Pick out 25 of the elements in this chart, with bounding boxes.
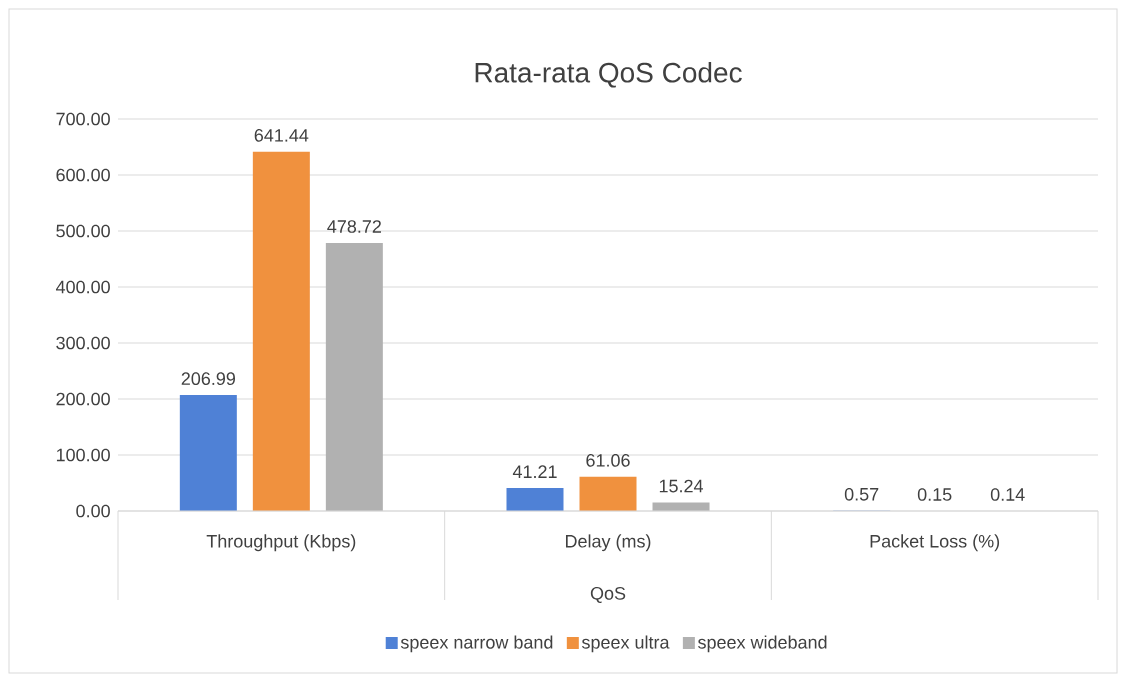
data-label: 15.24: [659, 479, 704, 493]
x-tick-label: Delay (ms): [565, 534, 651, 552]
data-label: 206.99: [181, 372, 235, 386]
data-label: 0.14: [990, 488, 1025, 501]
data-label: 641.44: [254, 129, 309, 142]
y-tick-label: 700.00: [56, 112, 110, 126]
legend-label: speex wideband: [698, 635, 827, 653]
data-label: 0.15: [917, 488, 952, 501]
legend-label: speex narrow band: [400, 635, 553, 653]
legend-label: speex ultra: [581, 635, 670, 653]
data-label: 478.72: [327, 220, 381, 233]
data-label: 41.21: [512, 465, 557, 478]
y-tick-label: 500.00: [56, 224, 110, 238]
y-tick-label: 0.00: [76, 504, 110, 518]
x-tick-label: Throughput (Kbps): [206, 534, 356, 552]
data-label: 0.57: [844, 487, 879, 501]
chart-title: Rata-rata QoS Codec: [475, 62, 742, 88]
y-tick-label: 400.00: [55, 280, 110, 294]
y-tick-label: 200.00: [56, 392, 110, 406]
x-tick-label: Packet Loss (%): [870, 534, 1000, 552]
data-label: 61.06: [586, 454, 630, 467]
y-tick-label: 300.00: [56, 336, 110, 350]
y-tick-label: 600.00: [56, 168, 110, 182]
x-axis-title: QoS: [590, 586, 626, 603]
y-tick-label: 100.00: [56, 448, 110, 462]
